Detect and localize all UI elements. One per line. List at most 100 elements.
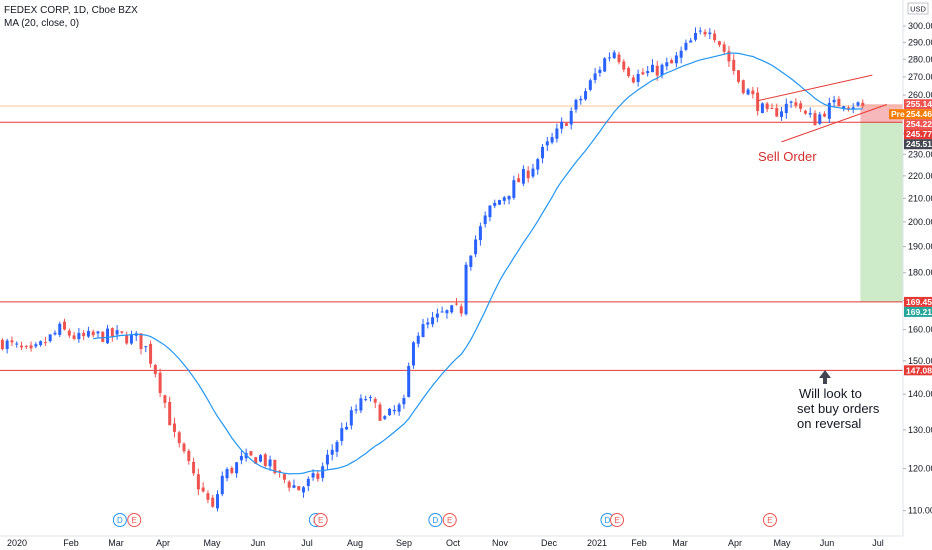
- price-tick-label: 110.00: [908, 506, 932, 516]
- candle: [493, 199, 497, 209]
- candle-body: [77, 332, 81, 340]
- candle: [58, 321, 62, 337]
- price-badge-bg: [904, 139, 932, 150]
- time-tick-label: May: [773, 538, 791, 548]
- candle: [450, 304, 454, 314]
- candle: [53, 330, 57, 336]
- candle: [67, 328, 71, 339]
- candle-body: [72, 335, 76, 339]
- candle-body: [526, 170, 530, 179]
- candle-body: [732, 59, 736, 71]
- candle-body: [182, 443, 186, 452]
- time-tick-label: Feb: [631, 538, 647, 548]
- price-tick-label: 210.00: [908, 193, 932, 203]
- candle: [445, 309, 449, 319]
- candle: [206, 490, 210, 504]
- price-badges: 255.14254.46Pre254.22245.77245.51169.451…: [889, 99, 932, 376]
- candle: [139, 333, 143, 355]
- candle-body: [311, 473, 315, 478]
- price-axis-background: [903, 0, 932, 550]
- candle-body: [765, 103, 769, 110]
- legend-symbol: FEDEX CORP, 1D, Cboe BZX: [4, 5, 138, 16]
- candle-body: [67, 330, 71, 336]
- candle-body: [421, 324, 425, 338]
- dividend-event: D: [600, 513, 615, 527]
- candle: [72, 331, 76, 341]
- candle: [856, 101, 860, 108]
- wedge-upper-line: [757, 74, 873, 102]
- time-axis[interactable]: 2020 Feb Mar Apr May Jun Jul Aug Sep Oct Nov Dec 202…: [0, 535, 903, 548]
- time-tick-label: Jul: [301, 538, 313, 548]
- candle: [287, 480, 291, 492]
- candle: [268, 455, 272, 471]
- price-badge-254.22: 254.22: [904, 119, 932, 130]
- candle: [383, 415, 387, 421]
- candle: [292, 479, 296, 489]
- candle-body: [851, 107, 855, 109]
- candle: [760, 102, 764, 114]
- candle-body: [593, 73, 597, 80]
- price-badge-bg: [904, 109, 932, 120]
- candle-body: [483, 215, 487, 225]
- time-tick-label: 2020: [7, 538, 27, 548]
- price-tick-label: 220.00: [908, 171, 932, 181]
- moving-average: [93, 52, 863, 475]
- candle: [545, 137, 549, 152]
- dividend-event-letter: D: [432, 516, 438, 525]
- candle-body: [5, 340, 9, 350]
- price-badge-bg: [904, 296, 932, 307]
- candle-body: [842, 106, 846, 109]
- price-tick-label: 290.00: [908, 37, 932, 47]
- candle: [794, 98, 798, 109]
- candle-body: [211, 497, 215, 507]
- candle-body: [569, 111, 573, 125]
- candle: [474, 235, 478, 258]
- candle-body: [454, 303, 458, 305]
- candle: [454, 298, 458, 306]
- earnings-event: E: [442, 513, 457, 527]
- candle: [115, 325, 119, 340]
- candle-body: [574, 99, 578, 110]
- candle: [541, 144, 545, 164]
- candle-body: [431, 317, 435, 325]
- candle: [636, 69, 640, 87]
- candle-body: [799, 103, 803, 109]
- candle-body: [698, 30, 702, 32]
- candle-body: [512, 180, 516, 198]
- candle-body: [201, 487, 205, 492]
- candle: [741, 79, 745, 95]
- sell-order-label: Sell Order: [758, 149, 817, 164]
- time-tick-label: Oct: [446, 538, 461, 548]
- candle: [603, 57, 607, 73]
- price-axis[interactable]: USD 300.00290.00280.00270.00260.00250.00…: [902, 0, 932, 550]
- candle: [77, 327, 81, 343]
- candle-body: [684, 42, 688, 50]
- candle-body: [665, 62, 669, 67]
- price-badge-bg: [904, 119, 932, 130]
- candle-body: [383, 416, 387, 419]
- candle: [784, 98, 788, 119]
- candle: [780, 106, 784, 121]
- candle-body: [15, 343, 19, 345]
- candle-body: [0, 339, 4, 350]
- candle: [215, 490, 219, 512]
- candle-body: [354, 409, 358, 411]
- candle-body: [287, 481, 291, 488]
- candle-body: [607, 57, 611, 59]
- candle-body: [225, 469, 229, 479]
- time-tick-label: Mar: [108, 538, 124, 548]
- candle-body: [717, 41, 721, 46]
- candle-body: [120, 331, 124, 333]
- candle: [846, 105, 850, 112]
- candle: [617, 51, 621, 65]
- candle: [230, 466, 234, 475]
- time-tick-label: Apr: [728, 538, 742, 548]
- candle-body: [34, 344, 38, 347]
- candle-body: [259, 455, 263, 462]
- candle-body: [722, 44, 726, 52]
- candle-body: [368, 397, 372, 399]
- candle-body: [751, 90, 755, 95]
- candle: [674, 51, 678, 68]
